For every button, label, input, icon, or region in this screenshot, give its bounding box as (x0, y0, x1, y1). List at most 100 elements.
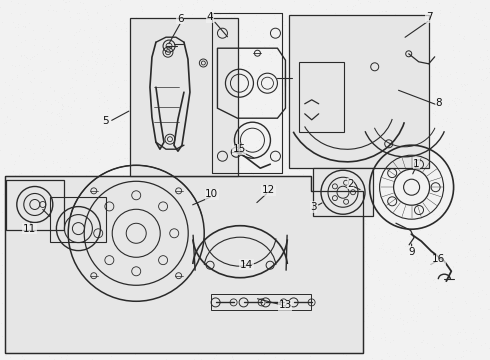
Point (281, 86, 289, 92)
Point (153, 174, 161, 180)
Point (327, 285, 335, 291)
Point (61, 243, 69, 249)
Point (45, 46, 53, 51)
Point (125, 145, 133, 151)
Point (201, 42, 209, 48)
Point (295, 253, 303, 258)
Point (391, 132, 398, 138)
Point (388, 42, 395, 48)
Point (126, 323, 134, 329)
Point (382, 200, 390, 206)
Point (44, 314, 51, 320)
Point (31, 36, 39, 41)
Point (390, 165, 398, 170)
Point (449, 151, 457, 157)
Point (26, 78, 34, 84)
Point (348, 246, 356, 252)
Point (37, 131, 45, 137)
Point (406, 215, 414, 220)
Point (366, 264, 373, 269)
Point (48, 248, 55, 254)
Point (318, 62, 325, 68)
Point (435, 0, 443, 5)
Point (474, 92, 482, 98)
Point (355, 289, 363, 295)
Point (196, 198, 204, 204)
Point (206, 233, 214, 238)
Point (325, 125, 333, 130)
Point (389, 150, 396, 156)
Point (225, 170, 233, 176)
Point (150, 51, 158, 57)
Point (161, 242, 169, 247)
Point (164, 328, 172, 334)
Point (385, 353, 393, 359)
Point (123, 347, 131, 352)
Point (442, 147, 450, 152)
Point (114, 53, 122, 59)
Point (290, 252, 298, 257)
Point (156, 273, 164, 279)
Point (472, 336, 480, 341)
Point (106, 340, 114, 346)
Point (316, 263, 324, 269)
Point (343, 292, 351, 298)
Point (91, 58, 98, 64)
Point (159, 260, 167, 265)
Point (392, 40, 400, 46)
Point (414, 282, 421, 287)
Point (376, 168, 384, 174)
Point (446, 196, 454, 202)
Point (11, 24, 19, 30)
Point (361, 319, 368, 324)
Point (7, 152, 15, 157)
Point (113, 42, 121, 48)
Point (32, 291, 40, 297)
Point (126, 327, 134, 333)
Point (74, 10, 81, 16)
Point (201, 261, 209, 267)
Point (382, 229, 390, 235)
Point (210, 225, 218, 230)
Point (287, 206, 294, 212)
Point (88, 220, 96, 226)
Point (403, 179, 411, 185)
Point (436, 20, 443, 26)
Point (368, 310, 375, 315)
Point (127, 315, 135, 320)
Point (60, 92, 68, 98)
Point (411, 23, 419, 28)
Point (109, 139, 117, 145)
Point (314, 132, 322, 138)
Point (121, 237, 128, 242)
Point (119, 207, 127, 213)
Point (26, 56, 34, 62)
Point (219, 298, 226, 304)
Point (95, 211, 103, 217)
Point (243, 96, 250, 102)
Point (295, 179, 303, 184)
Point (316, 0, 323, 4)
Point (11, 272, 19, 278)
Point (364, 263, 372, 269)
Point (80, 152, 88, 158)
Point (379, 240, 387, 246)
Point (152, 231, 160, 237)
Point (243, 266, 251, 271)
Point (54, 59, 62, 64)
Point (171, 30, 179, 35)
Point (391, 11, 399, 17)
Point (62, 156, 70, 162)
Point (483, 138, 490, 144)
Point (201, 54, 209, 60)
Point (402, 31, 410, 36)
Point (474, 16, 482, 22)
Point (55, 186, 63, 192)
Point (482, 292, 490, 297)
Point (242, 137, 249, 143)
Point (219, 86, 227, 91)
Point (101, 55, 109, 61)
Point (316, 229, 324, 234)
Text: 1: 1 (413, 159, 420, 169)
Point (386, 107, 394, 113)
